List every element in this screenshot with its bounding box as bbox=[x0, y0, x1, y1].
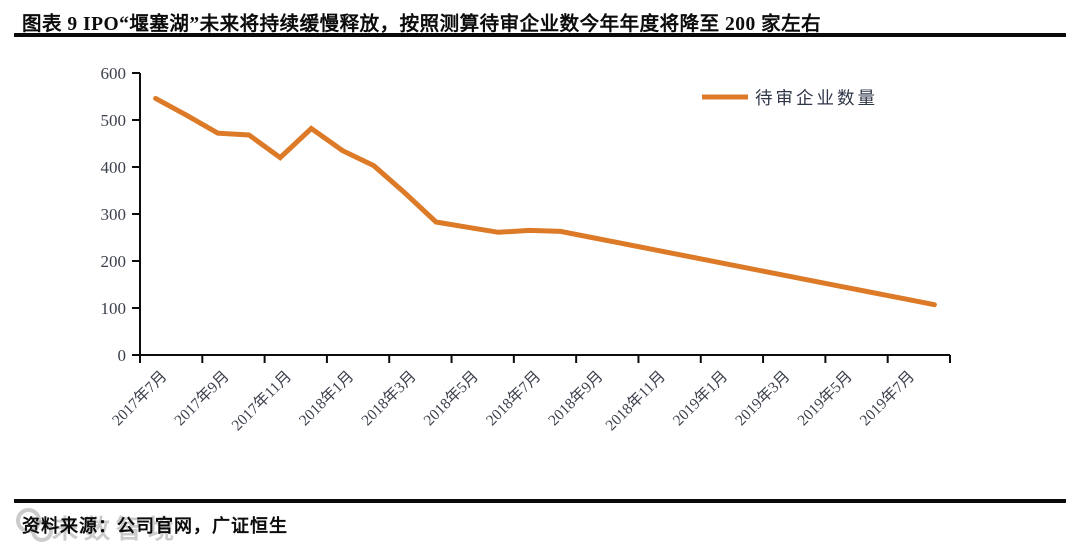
y-tick-label: 400 bbox=[101, 158, 127, 177]
x-tick-label: 2018年9月 bbox=[544, 367, 606, 429]
y-tick-label: 200 bbox=[101, 252, 127, 271]
x-tick-label: 2018年11月 bbox=[602, 367, 669, 434]
x-tick-label: 2019年3月 bbox=[731, 367, 793, 429]
x-tick-label: 2018年1月 bbox=[295, 367, 357, 429]
x-tick-label: 2019年7月 bbox=[856, 367, 918, 429]
series-line bbox=[153, 95, 937, 308]
x-tick-label: 2018年7月 bbox=[482, 367, 544, 429]
y-tick-label: 100 bbox=[101, 299, 127, 318]
x-tick-label: 2017年11月 bbox=[228, 367, 295, 434]
x-tick-label: 2019年5月 bbox=[794, 367, 856, 429]
y-tick-label: 0 bbox=[118, 346, 127, 365]
legend-label: 待审企业数量 bbox=[755, 88, 878, 108]
x-tick-label: 2017年7月 bbox=[108, 367, 170, 429]
watermark-text: 未数智境 bbox=[52, 515, 181, 544]
x-tick-label: 2018年5月 bbox=[420, 367, 482, 429]
y-tick-label: 500 bbox=[101, 111, 127, 130]
watermark: 未数智境 bbox=[0, 503, 320, 552]
title-divider-rule bbox=[14, 33, 1066, 37]
source-text: 资料来源：公司官网，广证恒生 bbox=[22, 516, 288, 536]
x-tick-label: 2017年9月 bbox=[171, 367, 233, 429]
y-tick-label: 600 bbox=[101, 64, 127, 83]
y-tick-label: 300 bbox=[101, 205, 127, 224]
watermark-logo-icon bbox=[31, 520, 53, 542]
x-tick-label: 2019年1月 bbox=[669, 367, 731, 429]
chart-title: 图表 9 IPO“堰塞湖”未来将持续缓慢释放，按照测算待审企业数今年年度将降至 … bbox=[22, 14, 822, 35]
x-tick-label: 2018年3月 bbox=[358, 367, 420, 429]
footer-divider-rule bbox=[14, 499, 1066, 503]
